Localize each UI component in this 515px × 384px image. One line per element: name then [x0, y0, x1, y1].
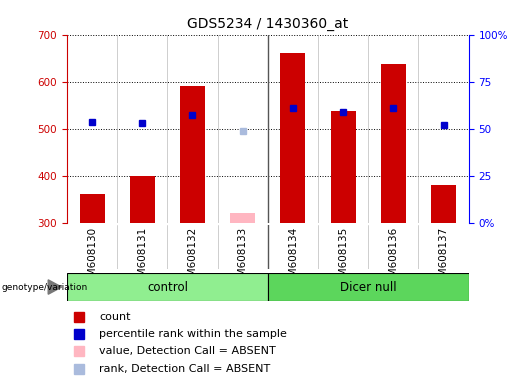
Bar [180, 86, 205, 223]
Bar [431, 185, 456, 223]
Bar [130, 176, 155, 223]
Text: GSM608135: GSM608135 [338, 227, 348, 290]
Text: GSM608130: GSM608130 [87, 227, 97, 290]
Text: count: count [99, 312, 131, 322]
Polygon shape [48, 280, 62, 294]
Bar [79, 194, 105, 223]
Text: GSM608136: GSM608136 [388, 227, 398, 290]
Bar [67, 273, 268, 301]
Text: Dicer null: Dicer null [340, 281, 397, 293]
Text: value, Detection Call = ABSENT: value, Detection Call = ABSENT [99, 346, 276, 356]
Bar [280, 53, 305, 223]
Bar [381, 64, 406, 223]
Bar [268, 273, 469, 301]
Text: genotype/variation: genotype/variation [2, 283, 88, 291]
Bar [230, 214, 255, 223]
Text: GSM608131: GSM608131 [138, 227, 147, 290]
Bar [331, 111, 356, 223]
Text: control: control [147, 281, 188, 293]
Text: rank, Detection Call = ABSENT: rank, Detection Call = ABSENT [99, 364, 270, 374]
Text: GSM608134: GSM608134 [288, 227, 298, 290]
Text: GSM608137: GSM608137 [439, 227, 449, 290]
Title: GDS5234 / 1430360_at: GDS5234 / 1430360_at [187, 17, 349, 31]
Text: GSM608133: GSM608133 [238, 227, 248, 290]
Text: GSM608132: GSM608132 [187, 227, 197, 290]
Text: percentile rank within the sample: percentile rank within the sample [99, 329, 287, 339]
